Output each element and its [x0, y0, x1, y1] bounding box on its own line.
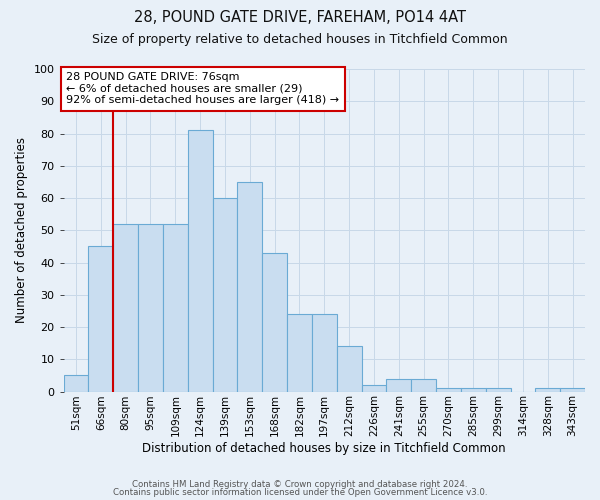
Bar	[238, 182, 262, 392]
Text: Contains HM Land Registry data © Crown copyright and database right 2024.: Contains HM Land Registry data © Crown c…	[132, 480, 468, 489]
Text: Contains public sector information licensed under the Open Government Licence v3: Contains public sector information licen…	[113, 488, 487, 497]
Bar	[163, 224, 188, 392]
Bar	[436, 388, 461, 392]
Bar	[485, 388, 511, 392]
Bar	[312, 314, 337, 392]
Bar	[337, 346, 362, 392]
Bar	[411, 378, 436, 392]
Bar	[362, 385, 386, 392]
Bar	[287, 314, 312, 392]
Y-axis label: Number of detached properties: Number of detached properties	[15, 138, 28, 324]
Bar	[262, 253, 287, 392]
Bar	[188, 130, 212, 392]
Bar	[138, 224, 163, 392]
Text: Size of property relative to detached houses in Titchfield Common: Size of property relative to detached ho…	[92, 32, 508, 46]
Bar	[535, 388, 560, 392]
Bar	[461, 388, 485, 392]
X-axis label: Distribution of detached houses by size in Titchfield Common: Distribution of detached houses by size …	[142, 442, 506, 455]
Bar	[64, 376, 88, 392]
Text: 28 POUND GATE DRIVE: 76sqm
← 6% of detached houses are smaller (29)
92% of semi-: 28 POUND GATE DRIVE: 76sqm ← 6% of detac…	[66, 72, 339, 106]
Text: 28, POUND GATE DRIVE, FAREHAM, PO14 4AT: 28, POUND GATE DRIVE, FAREHAM, PO14 4AT	[134, 10, 466, 25]
Bar	[113, 224, 138, 392]
Bar	[386, 378, 411, 392]
Bar	[212, 198, 238, 392]
Bar	[560, 388, 585, 392]
Bar	[88, 246, 113, 392]
